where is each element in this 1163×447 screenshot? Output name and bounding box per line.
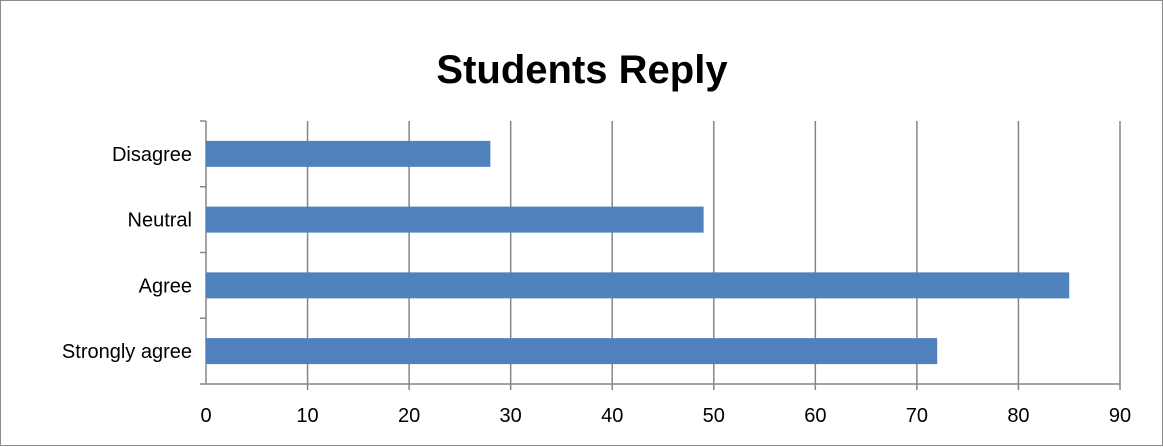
bar-strongly-agree: [206, 338, 938, 365]
x-tick-label-40: 40: [601, 405, 623, 427]
bar-agree: [206, 272, 1070, 299]
bar-disagree: [206, 140, 491, 167]
x-tick-label-90: 90: [1109, 405, 1131, 427]
y-category-label-strongly-agree: Strongly agree: [62, 341, 192, 363]
x-tick-label-20: 20: [398, 405, 420, 427]
x-tick-label-30: 30: [500, 405, 522, 427]
x-tick-label-10: 10: [296, 405, 318, 427]
y-category-label-disagree: Disagree: [112, 144, 192, 166]
bars: [206, 140, 1070, 365]
y-category-label-agree: Agree: [139, 275, 192, 297]
x-tick-label-50: 50: [703, 405, 725, 427]
x-tick-label-0: 0: [200, 405, 211, 427]
bar-neutral: [206, 206, 704, 233]
x-tick-label-60: 60: [804, 405, 826, 427]
chart-title: Students Reply: [436, 48, 728, 92]
x-tick-label-70: 70: [906, 405, 928, 427]
x-tick-label-80: 80: [1007, 405, 1029, 427]
y-category-label-neutral: Neutral: [128, 210, 192, 232]
axis-labels: 0 10 20 30 40 50 60 70 80 90 Strongly agree Agree Ne…: [62, 144, 1131, 427]
